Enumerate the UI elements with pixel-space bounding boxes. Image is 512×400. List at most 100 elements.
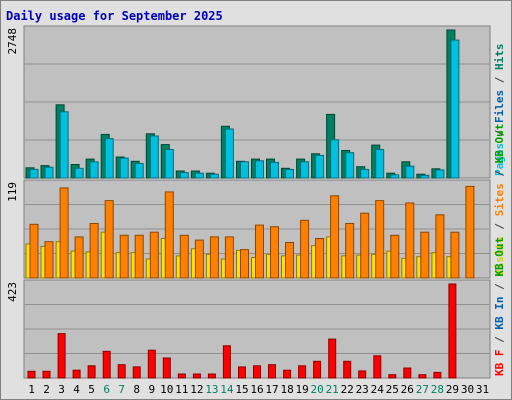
x-tick-label: 20 [310,383,323,396]
bar-files [104,138,114,179]
bar-files [240,161,249,179]
x-tick-label: 30 [461,383,474,396]
bar-sites [345,223,355,279]
y-max-label: 2748 [6,28,19,55]
x-tick-label: 22 [341,383,354,396]
bar-files [224,128,234,179]
bar-sites [435,214,445,279]
bar-files [285,168,294,179]
panel-legend: Visits / Sites / KB Out [493,124,506,276]
bar-sites [240,249,249,279]
x-tick-label: 23 [356,383,369,396]
bar-files [255,160,264,179]
bar-kb-f [298,365,307,379]
bar-files [74,167,84,179]
legend-part: / [493,330,506,350]
bar-sites [420,231,430,279]
bar-files [300,161,310,179]
bar-sites [179,234,189,279]
x-tick-label: 25 [386,383,399,396]
legend-part: / [493,163,506,183]
x-axis-labels: 1 2 3 4 5 6 7 8 9 10 11 12 13 14 15 16 17 18 19 20 21 22 23 24 2… [28,383,489,396]
legend-part: Hits [493,44,506,71]
legend-part: / [493,70,506,90]
bar-sites [134,234,144,279]
bar-files [134,163,144,179]
x-tick-label: 14 [220,383,234,396]
bar-kb-f [433,371,442,379]
bar-files [390,174,400,179]
bar-kb-f [192,373,201,379]
x-tick-label: 11 [175,383,188,396]
bar-kb-f [207,373,216,379]
x-tick-label: 29 [446,383,459,396]
bar-sites [164,191,174,279]
bar-kb-f [102,350,111,379]
bar-files [360,168,370,179]
bar-sites [330,195,340,279]
bar-files [119,157,129,179]
legend-part: KB Out [493,124,506,164]
chart-panels: 2748 Pages / Files / Hits 119 Visits / Site… [6,25,506,379]
bar-files [270,161,279,179]
bar-sites [360,212,370,279]
bar-files [435,169,445,179]
bar-sites [285,242,294,279]
bar-files [89,161,99,179]
bar-kb-f [388,374,397,379]
chart-title: Daily usage for September 2025 [6,9,223,23]
bar-files [375,149,385,179]
legend-part: / [493,123,506,143]
bar-sites [74,236,84,279]
panel-hits-files-pages: 2748 Pages / Files / Hits [6,25,506,179]
bar-sites [375,200,385,279]
bar-kb-f [117,364,126,379]
bar-sites [465,185,475,279]
legend-part: KB In [493,297,506,330]
legend-part: KB Out [493,237,506,277]
bar-files [405,165,415,179]
x-tick-label: 31 [476,383,489,396]
bar-kb-f [328,338,337,379]
bar-sites [209,236,219,279]
bar-kb-f [313,360,322,379]
legend-part: / [493,216,506,236]
x-tick-label: 6 [103,383,110,396]
y-max-label: 119 [6,182,19,202]
bar-files [44,166,54,179]
bar-kb-f [268,364,276,379]
bar-files [29,168,39,179]
bar-kb-f [162,357,171,379]
bar-files [194,172,204,179]
y-max-label: 423 [6,282,19,302]
bar-kb-f [147,349,156,379]
panel-legend: KB F / KB In / KB Out [493,237,506,376]
bar-kb-f [373,355,382,379]
x-tick-label: 13 [205,383,218,396]
bar-sites [29,223,39,279]
bar-sites [104,200,114,279]
bar-kb-f [57,333,66,379]
bar-files [179,172,189,179]
bar-sites [44,241,54,279]
bar-kb-f [418,374,427,379]
x-tick-label: 24 [371,383,385,396]
legend-part: / [493,277,506,297]
bar-kb-f [358,370,367,379]
bar-kb-f [27,370,36,379]
bar-kb-f [283,369,292,379]
x-tick-label: 28 [431,383,444,396]
bar-kb-f [403,367,412,379]
panel-visits-sites-kb: 119 Visits / Sites / KB Out [6,124,506,279]
bar-files [345,152,355,179]
x-tick-label: 8 [133,383,140,396]
bar-files [164,149,174,179]
x-tick-label: 2 [43,383,50,396]
legend-part: KB F [493,350,506,377]
bar-sites [405,202,415,279]
bar-kb-f [253,365,261,379]
bar-sites [59,187,69,279]
bar-files [149,135,159,179]
bar-sites [315,238,325,279]
